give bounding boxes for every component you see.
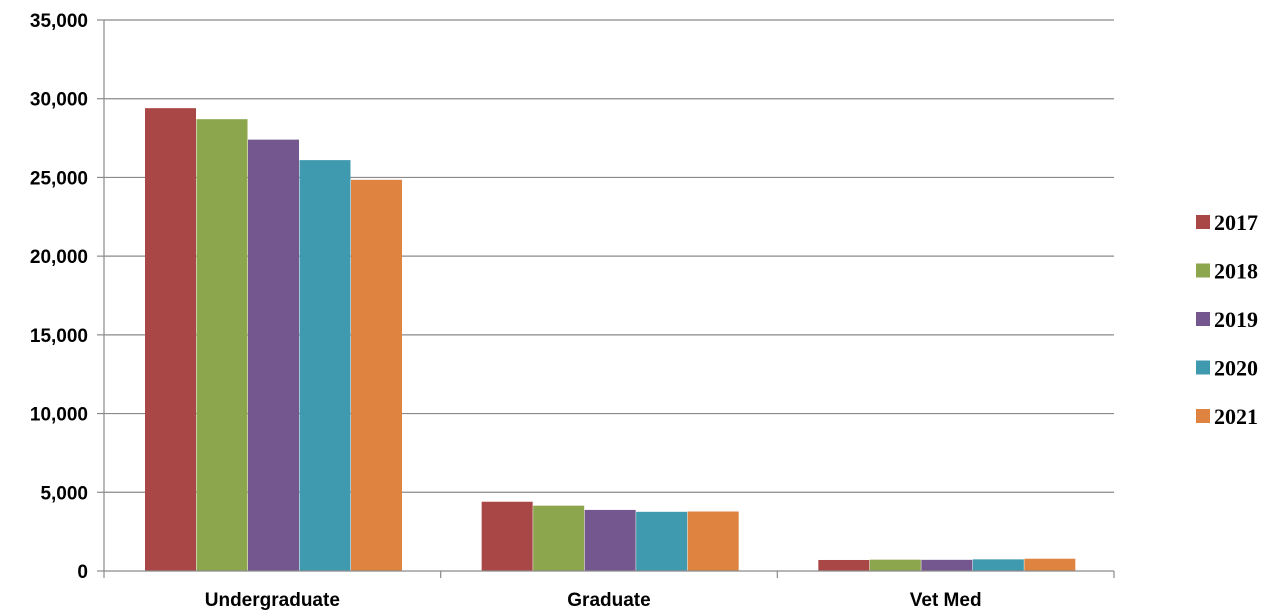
x-category-label: Graduate (567, 590, 650, 611)
legend-label-2020: 2020 (1214, 356, 1258, 381)
bar-undergraduate-2020 (299, 160, 351, 571)
y-tick-label: 0 (77, 562, 88, 583)
bar-undergraduate-2021 (351, 179, 402, 572)
y-tick-label: 15,000 (30, 326, 88, 347)
bar-undergraduate-2018 (196, 119, 248, 572)
legend-swatch-2018 (1196, 263, 1210, 278)
bar-vet-med-2019 (921, 559, 973, 571)
axes (97, 19, 1115, 578)
y-tick-label: 20,000 (30, 247, 88, 268)
x-axis-category-labels: Undergraduate Graduate Vet Med (205, 590, 982, 611)
bar-graduate-2021 (687, 511, 739, 571)
bar-undergraduate-2017 (145, 108, 196, 571)
legend: 2017 2018 2019 2020 2021 (1196, 210, 1258, 429)
bar-vet-med-2021 (1024, 558, 1076, 571)
bar-graduate-2017 (481, 501, 533, 571)
y-tick-label: 5,000 (40, 483, 88, 504)
y-tick-label: 30,000 (30, 90, 88, 111)
y-tick-label: 10,000 (30, 405, 88, 426)
legend-swatch-2020 (1196, 360, 1210, 375)
y-axis-tick-labels: 0 5,000 10,000 15,000 20,000 25,000 30,000 35,0… (30, 11, 88, 583)
bar-vet-med-2017 (818, 559, 870, 571)
legend-label-2021: 2021 (1214, 404, 1258, 429)
bar-graduate-2019 (584, 509, 636, 571)
legend-label-2019: 2019 (1214, 307, 1258, 332)
bar-undergraduate-2019 (248, 139, 299, 571)
legend-label-2017: 2017 (1214, 210, 1258, 235)
x-category-label: Undergraduate (205, 590, 340, 611)
bar-vet-med-2018 (869, 559, 921, 571)
legend-swatch-2019 (1196, 312, 1210, 326)
bar-graduate-2018 (533, 505, 585, 571)
bars (145, 108, 1076, 572)
y-tick-label: 35,000 (30, 11, 88, 32)
x-category-label: Vet Med (910, 590, 982, 611)
legend-label-2018: 2018 (1214, 259, 1258, 284)
y-tick-label: 25,000 (30, 168, 88, 189)
bar-vet-med-2020 (972, 559, 1024, 571)
legend-swatch-2017 (1196, 215, 1210, 229)
legend-swatch-2021 (1196, 409, 1210, 423)
bar-graduate-2020 (636, 511, 688, 571)
